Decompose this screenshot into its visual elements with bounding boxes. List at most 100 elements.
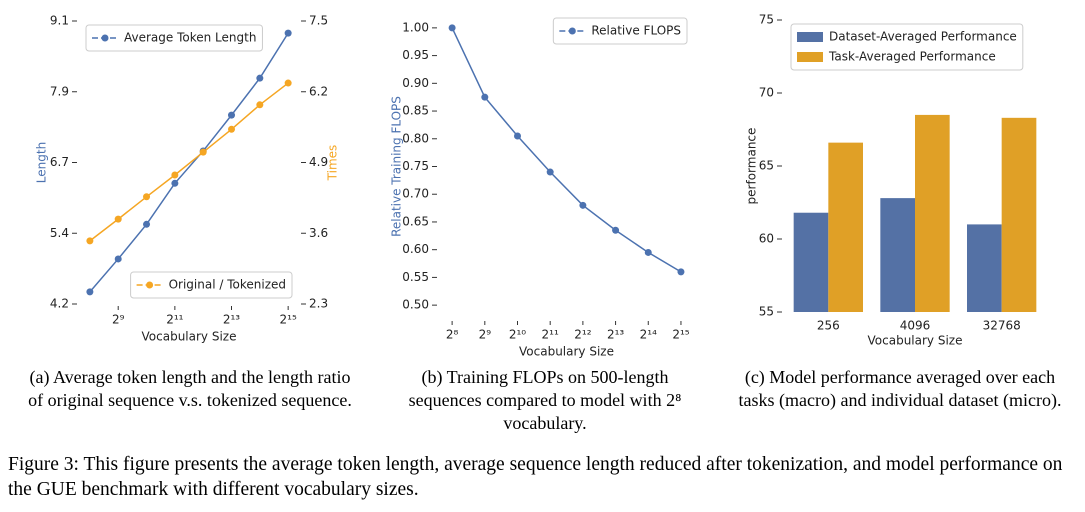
y-axis-label: performance xyxy=(745,128,759,205)
legend: Relative FLOPS xyxy=(552,17,688,45)
point xyxy=(481,93,489,101)
figure-caption: Figure 3: This figure presents the avera… xyxy=(8,454,1063,500)
y-tick-label: 65 xyxy=(759,159,774,173)
x-tick-label: 2¹⁰ xyxy=(509,328,526,342)
legend-box xyxy=(85,24,263,52)
series-line xyxy=(451,27,682,273)
legend-label: Dataset-Averaged Performance xyxy=(829,30,1017,44)
point xyxy=(284,79,292,87)
y-tick-label: 55 xyxy=(759,305,774,319)
legend: Average Token Length xyxy=(85,24,263,52)
y-axis-label: Length xyxy=(35,142,49,183)
x-tick-label: 2¹³ xyxy=(607,328,624,342)
y2-tick-label: 3.6 xyxy=(309,226,328,240)
x-tick-label: 2¹⁵ xyxy=(672,328,689,342)
point xyxy=(546,168,554,176)
legend-label: Relative FLOPS xyxy=(591,24,681,38)
point xyxy=(86,237,94,245)
figure: 4.2 5.4 6.7 7.9 9.1 2.3 3.6 4.9 6.2 7.5 2⁹ 2¹¹ 2¹³ 2¹… xyxy=(35,13,1037,359)
y-tick-label: 7.9 xyxy=(50,84,69,98)
x-tick-label: 256 xyxy=(817,319,840,333)
legend-box xyxy=(552,17,688,45)
legend-box xyxy=(130,271,293,299)
point xyxy=(644,248,652,256)
x-axis-label: Vocabulary Size xyxy=(142,330,237,344)
x-axis-label: Vocabulary Size xyxy=(519,345,614,359)
point xyxy=(612,226,620,234)
bar xyxy=(793,212,829,312)
point xyxy=(114,215,122,223)
y-tick-label: 0.80 xyxy=(402,131,429,145)
x-tick-label: 2¹⁵ xyxy=(280,313,297,327)
y-tick-label: 60 xyxy=(759,232,774,246)
point xyxy=(143,220,151,228)
point xyxy=(199,148,207,156)
point xyxy=(284,29,292,37)
x-tick-label: 2⁹ xyxy=(112,313,125,327)
legend-label: Task-Averaged Performance xyxy=(828,50,996,64)
y-tick-label: 0.55 xyxy=(402,270,429,284)
point xyxy=(171,179,179,187)
point xyxy=(114,255,122,263)
caption: (c) Model performance averaged over each… xyxy=(738,367,1062,410)
y2-tick-label: 4.9 xyxy=(309,155,328,169)
series-line xyxy=(89,32,289,293)
point xyxy=(448,24,456,32)
y-tick-label: 0.90 xyxy=(402,76,429,90)
point xyxy=(513,132,521,140)
legend-marker xyxy=(146,281,154,289)
point xyxy=(677,268,685,276)
legend: Original / Tokenized xyxy=(130,271,293,299)
point xyxy=(171,171,179,179)
x-tick-label: 2⁹ xyxy=(479,328,492,342)
x-axis-label: Vocabulary Size xyxy=(868,334,963,348)
x-tick-label: 4096 xyxy=(900,319,931,333)
bar xyxy=(1001,117,1037,312)
legend-box xyxy=(790,23,1024,71)
y2-tick-label: 6.2 xyxy=(309,84,328,98)
legend-swatch xyxy=(797,52,823,62)
series-line xyxy=(89,82,289,242)
bar xyxy=(967,224,1002,312)
point xyxy=(256,74,264,82)
x-tick-label: 2¹¹ xyxy=(542,328,559,342)
y-tick-label: 0.95 xyxy=(402,48,429,62)
legend: Dataset-Averaged Performance Task-Average… xyxy=(790,23,1024,71)
y-tick-label: 0.60 xyxy=(402,242,429,256)
legend-marker xyxy=(101,34,109,42)
point xyxy=(256,101,264,109)
y-tick-label: 1.00 xyxy=(402,20,429,34)
y-tick-label: 6.7 xyxy=(50,155,69,169)
x-tick-label: 32768 xyxy=(983,319,1021,333)
legend-swatch xyxy=(797,32,823,42)
y-axis-label: Relative Training FLOPS xyxy=(390,96,404,237)
x-tick-label: 2¹⁴ xyxy=(640,328,657,342)
y-tick-label: 75 xyxy=(759,13,774,27)
y-tick-label: 0.75 xyxy=(402,159,429,173)
x-tick-label: 2⁸ xyxy=(446,328,459,342)
caption: (b) Training FLOPs on 500-length sequenc… xyxy=(408,367,682,433)
point xyxy=(228,125,236,133)
legend-marker xyxy=(568,27,576,35)
y2-axis-label: Times xyxy=(326,145,340,182)
y-tick-label: 70 xyxy=(759,86,774,100)
y2-tick-label: 7.5 xyxy=(309,14,328,28)
x-tick-label: 2¹² xyxy=(574,328,591,342)
caption: (a) Average token length and the length … xyxy=(28,367,352,410)
x-tick-label: 2¹¹ xyxy=(166,313,183,327)
x-tick-label: 2¹³ xyxy=(223,313,240,327)
bar xyxy=(828,142,863,312)
point xyxy=(579,201,587,209)
y-tick-label: 9.1 xyxy=(50,14,69,28)
point xyxy=(228,111,236,119)
y-tick-label: 0.65 xyxy=(402,214,429,228)
y-tick-label: 0.85 xyxy=(402,104,429,118)
bar xyxy=(880,198,915,312)
y-tick-label: 0.70 xyxy=(402,187,429,201)
y-tick-label: 5.4 xyxy=(50,226,69,240)
bar xyxy=(915,114,950,313)
point xyxy=(143,193,151,201)
y2-tick-label: 2.3 xyxy=(309,297,328,311)
y-tick-label: 0.50 xyxy=(402,298,429,312)
